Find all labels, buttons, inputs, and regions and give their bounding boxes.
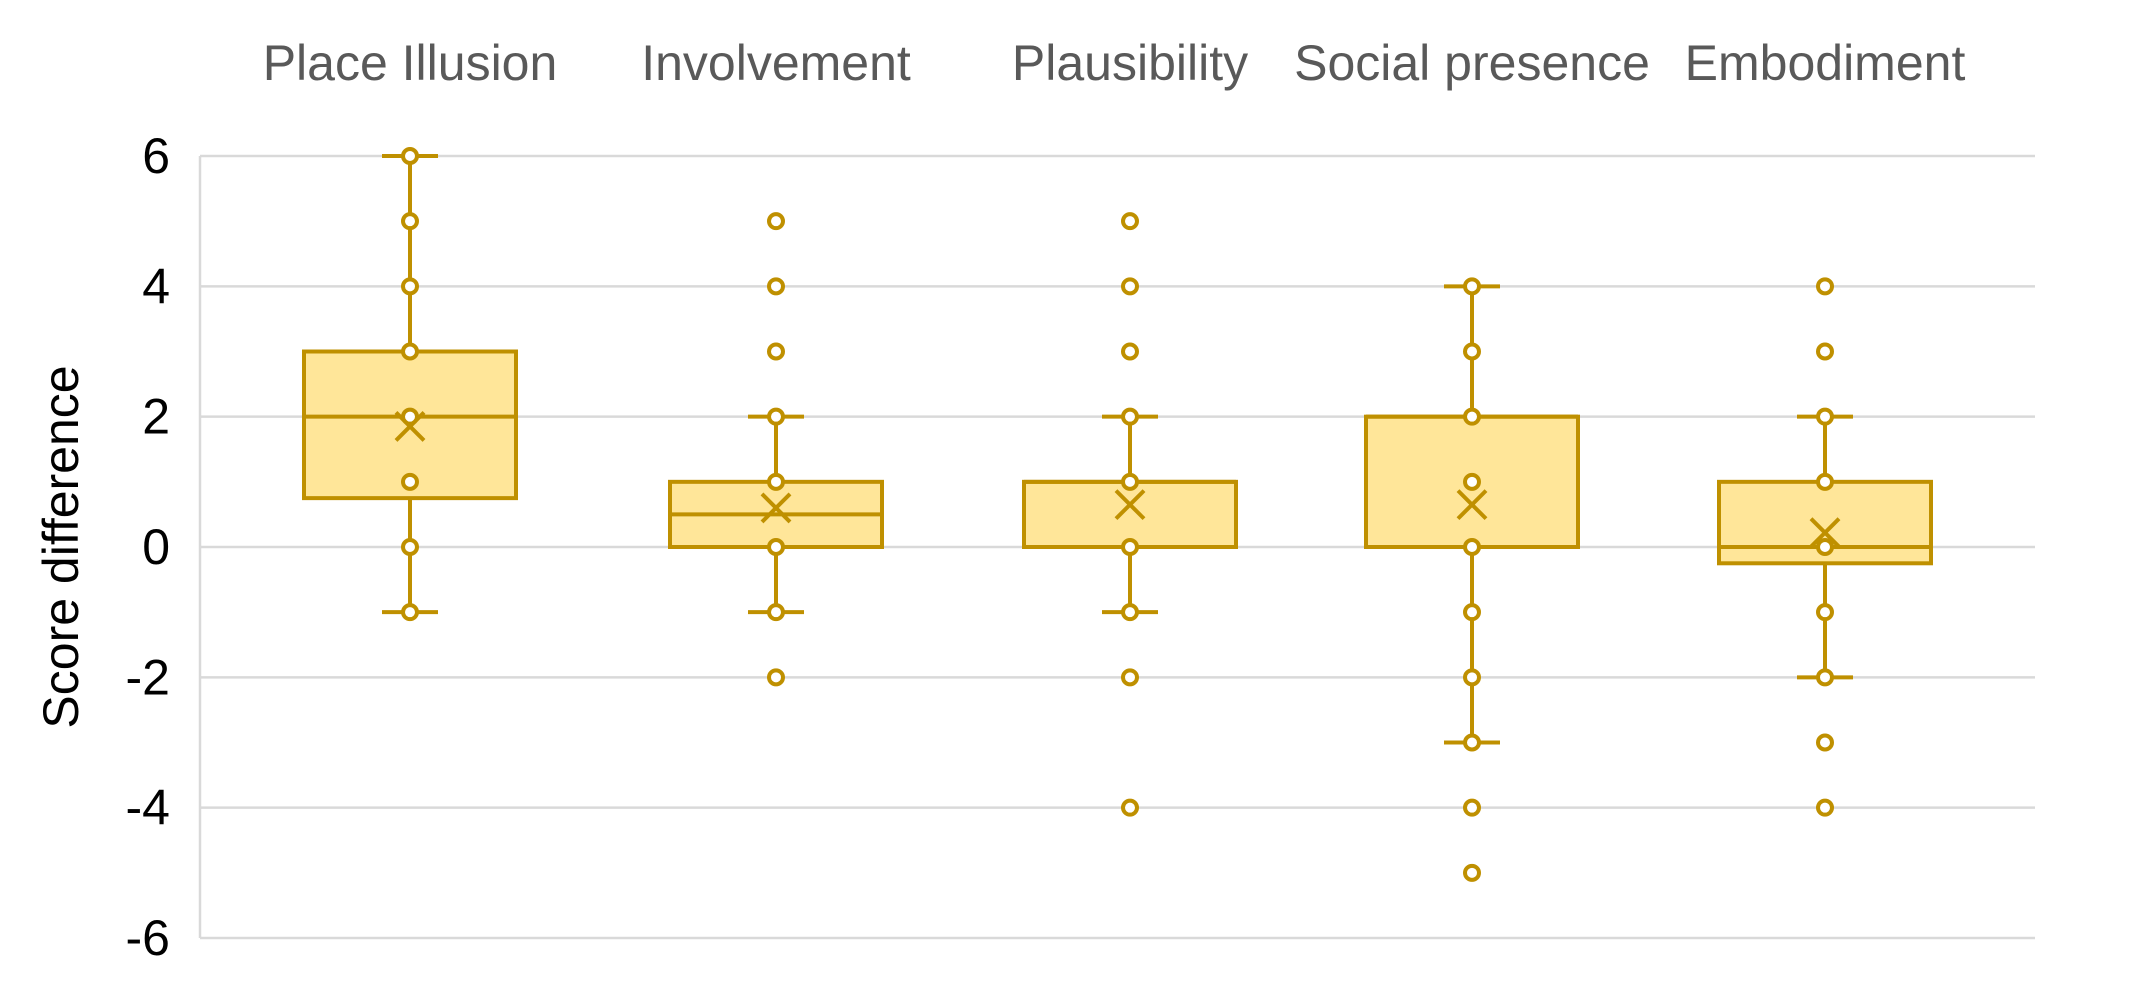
outlier-point xyxy=(1121,668,1139,687)
outlier-point xyxy=(1816,277,1834,296)
box-group xyxy=(302,147,518,622)
data-point xyxy=(767,472,785,491)
data-point xyxy=(767,603,785,622)
outlier-point xyxy=(1816,342,1834,361)
mean-marker xyxy=(1456,489,1488,521)
data-point xyxy=(1463,342,1481,361)
mean-marker-stroke xyxy=(1809,517,1841,549)
data-point xyxy=(401,472,419,491)
data-point xyxy=(1816,603,1834,622)
outlier-point xyxy=(767,212,785,231)
outlier-point xyxy=(1463,798,1481,817)
y-tick-label: 6 xyxy=(142,128,170,184)
outlier-point xyxy=(1463,863,1481,882)
box-group xyxy=(1022,212,1238,817)
mean-marker-stroke xyxy=(1114,489,1146,521)
data-point xyxy=(1121,472,1139,491)
y-tick-label: 2 xyxy=(142,389,170,445)
box-group xyxy=(668,212,884,687)
data-point xyxy=(1463,668,1481,687)
y-tick-label: -4 xyxy=(126,780,170,836)
data-point xyxy=(1463,407,1481,426)
data-point xyxy=(401,147,419,165)
mean-marker xyxy=(1809,517,1841,549)
data-point xyxy=(1463,733,1481,752)
mean-marker-stroke xyxy=(760,492,792,524)
data-point xyxy=(1463,277,1481,296)
category-label: Involvement xyxy=(641,35,911,91)
data-point xyxy=(767,407,785,426)
mean-marker-stroke xyxy=(1456,489,1488,521)
data-point xyxy=(1463,472,1481,491)
outlier-point xyxy=(767,668,785,687)
data-point xyxy=(401,212,419,231)
outlier-point xyxy=(1121,342,1139,361)
axis-layer: 6 4 2 0 -2 -4 -6 Score difference xyxy=(33,128,202,966)
outlier-point xyxy=(1121,277,1139,296)
outlier-point xyxy=(1121,798,1139,817)
data-point xyxy=(1121,538,1139,556)
mean-marker xyxy=(1114,489,1146,521)
label-layer: Place Illusion Involvement Plausibility Soc… xyxy=(263,35,1966,91)
category-label: Place Illusion xyxy=(263,35,558,91)
data-point xyxy=(401,603,419,622)
category-label: Embodiment xyxy=(1685,35,1966,91)
data-point xyxy=(1816,668,1834,687)
y-tick-label: 4 xyxy=(142,258,170,314)
mean-marker-stroke xyxy=(394,411,426,442)
data-point xyxy=(1816,472,1834,491)
data-point xyxy=(1463,603,1481,622)
box-group xyxy=(1364,277,1580,882)
data-point xyxy=(1121,407,1139,426)
outlier-point xyxy=(1121,212,1139,231)
outlier-point xyxy=(1816,733,1834,752)
data-point xyxy=(1463,538,1481,556)
data-point xyxy=(401,342,419,361)
category-label: Social presence xyxy=(1294,35,1650,91)
mean-marker xyxy=(760,492,792,524)
box-layer xyxy=(302,147,1933,882)
data-point xyxy=(767,538,785,556)
y-tick-label: -2 xyxy=(126,649,170,705)
data-point xyxy=(1816,538,1834,556)
box-iqr xyxy=(1022,479,1238,550)
y-tick-label: -6 xyxy=(126,910,170,966)
outlier-point xyxy=(1816,798,1834,817)
outlier-point xyxy=(767,342,785,361)
mean-marker xyxy=(394,411,426,442)
data-point xyxy=(1816,407,1834,426)
data-point xyxy=(401,538,419,556)
data-point xyxy=(1121,603,1139,622)
y-axis-title: Score difference xyxy=(33,365,89,728)
data-point xyxy=(401,277,419,296)
y-tick-label: 0 xyxy=(142,519,170,575)
category-label: Plausibility xyxy=(1012,35,1248,91)
box-iqr xyxy=(1717,479,1933,566)
box-group xyxy=(1717,277,1933,817)
outlier-point xyxy=(767,277,785,296)
